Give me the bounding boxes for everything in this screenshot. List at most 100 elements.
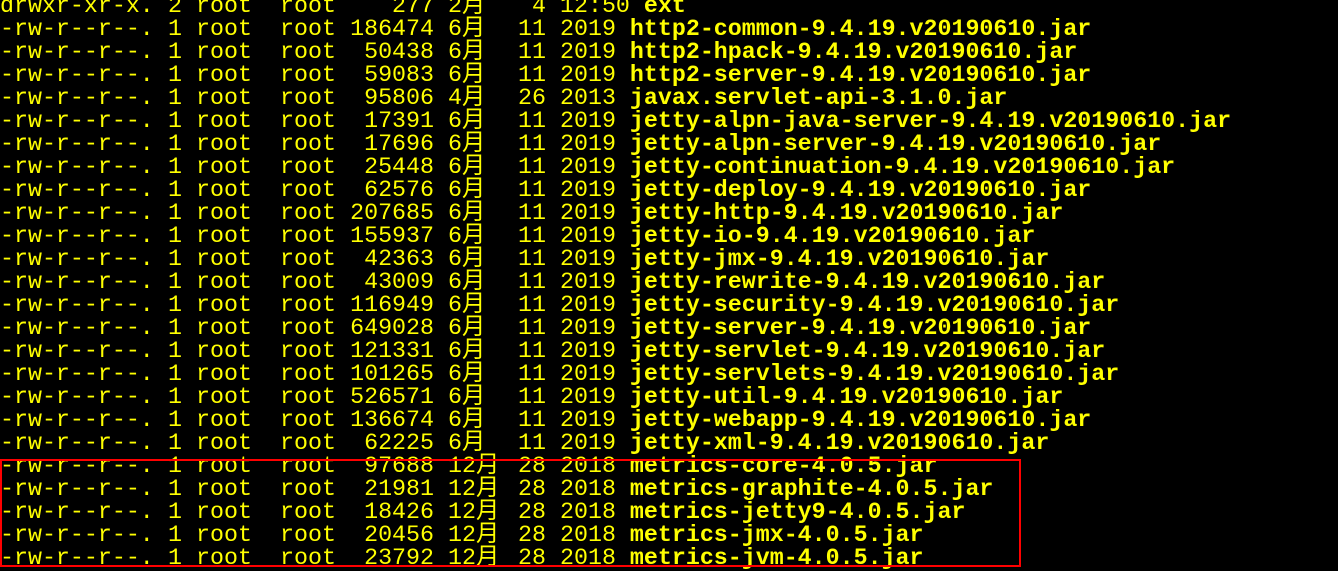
day: 11 [518, 154, 546, 180]
year-or-time: 2019 [560, 200, 616, 226]
owner: root [196, 407, 252, 433]
permissions: -rw-r--r--. [0, 131, 154, 157]
file-size: 42363 [364, 246, 434, 272]
permissions: -rw-r--r--. [0, 315, 154, 341]
day: 11 [518, 292, 546, 318]
listing-row: -rw-r--r--. 1 root root 62225 6月 11 2019 jetty-x… [0, 430, 1231, 456]
year-or-time: 2019 [560, 407, 616, 433]
month: 6月 [448, 177, 486, 203]
owner: root [196, 62, 252, 88]
listing-row: -rw-r--r--. 1 root root 17391 6月 11 2019 jetty-a… [0, 108, 1232, 134]
month: 6月 [448, 292, 486, 318]
link-count: 1 [168, 384, 182, 410]
month: 12月 [448, 499, 500, 525]
listing-row: -rw-r--r--. 1 root root 101265 6月 11 2019 jetty-… [0, 361, 1231, 387]
file-name: jetty-deploy-9.4.19.v20190610.jar [629, 177, 1092, 203]
owner: root [196, 16, 252, 42]
group: root [280, 200, 336, 226]
file-size: 62225 [364, 430, 434, 456]
owner: root [196, 476, 252, 502]
file-name: jetty-util-9.4.19.v20190610.jar [629, 384, 1064, 410]
file-name: http2-common-9.4.19.v20190610.jar [629, 16, 1092, 42]
group: root [280, 522, 336, 548]
group: root [280, 177, 336, 203]
file-size: 23792 [364, 545, 434, 571]
month: 6月 [448, 154, 486, 180]
listing-row: -rw-r--r--. 1 root root 186474 6月 11 2019 http2-… [0, 16, 1231, 42]
file-size: 59083 [364, 62, 434, 88]
file-name: http2-hpack-9.4.19.v20190610.jar [629, 39, 1078, 65]
year-or-time: 2019 [560, 131, 616, 157]
day: 11 [518, 407, 546, 433]
year-or-time: 2013 [560, 85, 616, 111]
file-name: jetty-xml-9.4.19.v20190610.jar [629, 430, 1050, 456]
day: 28 [518, 545, 546, 571]
link-count: 1 [168, 131, 182, 157]
day: 11 [518, 177, 546, 203]
file-name: jetty-alpn-java-server-9.4.19.v20190610.… [629, 108, 1232, 134]
permissions: -rw-r--r--. [0, 223, 154, 249]
year-or-time: 2019 [560, 108, 616, 134]
permissions: -rw-r--r--. [0, 246, 154, 272]
group: root [280, 131, 336, 157]
month: 6月 [448, 246, 486, 272]
listing-row: -rw-r--r--. 1 root root 23792 12月 28 2018 metric… [0, 545, 1231, 571]
listing-row: -rw-r--r--. 1 root root 50438 6月 11 2019 http2-h… [0, 39, 1231, 65]
file-name: http2-server-9.4.19.v20190610.jar [629, 62, 1092, 88]
listing-row: -rw-r--r--. 1 root root 62576 6月 11 2019 jetty-d… [0, 177, 1231, 203]
owner: root [196, 246, 252, 272]
file-name: jetty-alpn-server-9.4.19.v20190610.jar [629, 131, 1162, 157]
day: 11 [518, 223, 546, 249]
owner: root [196, 384, 252, 410]
link-count: 1 [168, 292, 182, 318]
group: root [280, 407, 336, 433]
file-size: 17391 [364, 108, 434, 134]
month: 12月 [448, 476, 500, 502]
year-or-time: 2019 [560, 62, 616, 88]
year-or-time: 2019 [560, 16, 616, 42]
link-count: 2 [168, 0, 182, 19]
month: 6月 [448, 16, 486, 42]
file-name: metrics-graphite-4.0.5.jar [629, 476, 994, 502]
file-name: metrics-jetty9-4.0.5.jar [629, 499, 966, 525]
file-name: jetty-http-9.4.19.v20190610.jar [629, 200, 1064, 226]
permissions: -rw-r--r--. [0, 39, 154, 65]
year-or-time: 2019 [560, 246, 616, 272]
file-size: 186474 [350, 16, 434, 42]
month: 6月 [448, 108, 486, 134]
permissions: -rw-r--r--. [0, 407, 154, 433]
file-name: javax.servlet-api-3.1.0.jar [629, 85, 1008, 111]
day: 11 [518, 361, 546, 387]
link-count: 1 [168, 85, 182, 111]
year-or-time: 2019 [560, 292, 616, 318]
owner: root [196, 499, 252, 525]
month: 12月 [448, 545, 500, 571]
file-name: jetty-rewrite-9.4.19.v20190610.jar [629, 269, 1106, 295]
listing-row: -rw-r--r--. 1 root root 25448 6月 11 2019 jetty-c… [0, 154, 1231, 180]
year-or-time: 2018 [560, 522, 616, 548]
link-count: 1 [168, 154, 182, 180]
month: 6月 [448, 131, 486, 157]
day: 11 [518, 108, 546, 134]
permissions: -rw-r--r--. [0, 16, 154, 42]
listing-row: -rw-r--r--. 1 root root 95806 4月 26 2013 javax.s… [0, 85, 1231, 111]
day: 11 [518, 430, 546, 456]
owner: root [196, 545, 252, 571]
year-or-time: 2019 [560, 269, 616, 295]
listing-row: -rw-r--r--. 1 root root 136674 6月 11 2019 jetty-… [0, 407, 1231, 433]
month: 6月 [448, 361, 486, 387]
permissions: -rw-r--r--. [0, 499, 154, 525]
file-size: 116949 [350, 292, 434, 318]
year-or-time: 2019 [560, 384, 616, 410]
group: root [280, 62, 336, 88]
day: 11 [518, 246, 546, 272]
group: root [280, 545, 336, 571]
day: 11 [518, 62, 546, 88]
group: root [280, 292, 336, 318]
permissions: drwxr-xr-x. [0, 0, 154, 19]
month: 2月 [448, 0, 486, 19]
file-size: 121331 [350, 338, 434, 364]
file-size: 95806 [364, 85, 434, 111]
file-name: jetty-security-9.4.19.v20190610.jar [629, 292, 1120, 318]
listing-row: drwxr-xr-x. 2 root root 277 2月 4 12:50 ext [0, 0, 1231, 18]
